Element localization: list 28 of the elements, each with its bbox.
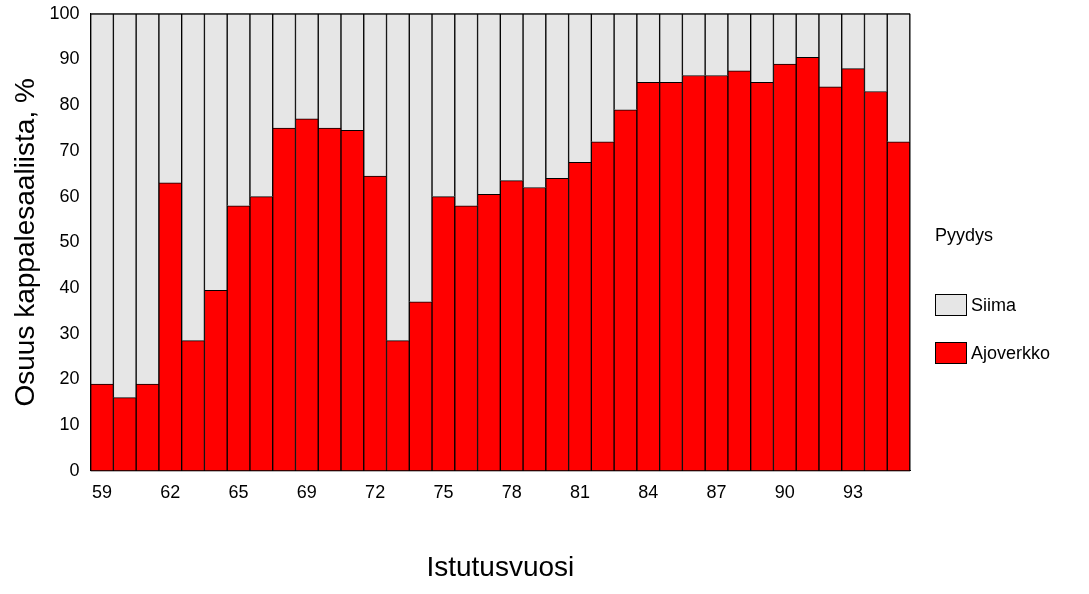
x-tick-label: 62 <box>160 481 181 502</box>
y-tick-label: 30 <box>59 322 80 343</box>
y-tick-label: 0 <box>69 459 80 480</box>
legend-title: Pyydys <box>935 225 995 246</box>
x-tick-label: 65 <box>228 481 249 502</box>
y-tick-label: 10 <box>59 414 80 435</box>
x-tick-label: 78 <box>501 481 522 502</box>
x-tick-label: 59 <box>92 481 113 502</box>
y-axis-title: Osuus kappalesaaliista, % <box>8 78 40 407</box>
x-tick-label: 75 <box>433 481 454 502</box>
legend-label: Siima <box>971 294 1017 316</box>
y-tick-label: 20 <box>59 368 80 389</box>
x-tick-label: 81 <box>569 481 590 502</box>
y-tick-label: 50 <box>59 231 80 252</box>
x-tick-label: 90 <box>774 481 795 502</box>
y-tick-label: 70 <box>59 139 80 160</box>
x-axis-title: Istutusvuosi <box>426 550 575 582</box>
text: Ajoverkko <box>971 342 1051 364</box>
y-tick-label: 90 <box>59 48 80 69</box>
x-tick-label: 87 <box>706 481 727 502</box>
x-tick-label: 72 <box>365 481 386 502</box>
x-tick-label: 93 <box>843 481 864 502</box>
y-tick-label: 100 <box>49 2 80 23</box>
y-tick-label: 40 <box>59 276 80 297</box>
x-tick-label: 84 <box>638 481 659 502</box>
y-tick-label: 60 <box>59 185 80 206</box>
x-tick-label: 69 <box>296 481 317 502</box>
y-tick-label: 80 <box>59 94 80 115</box>
